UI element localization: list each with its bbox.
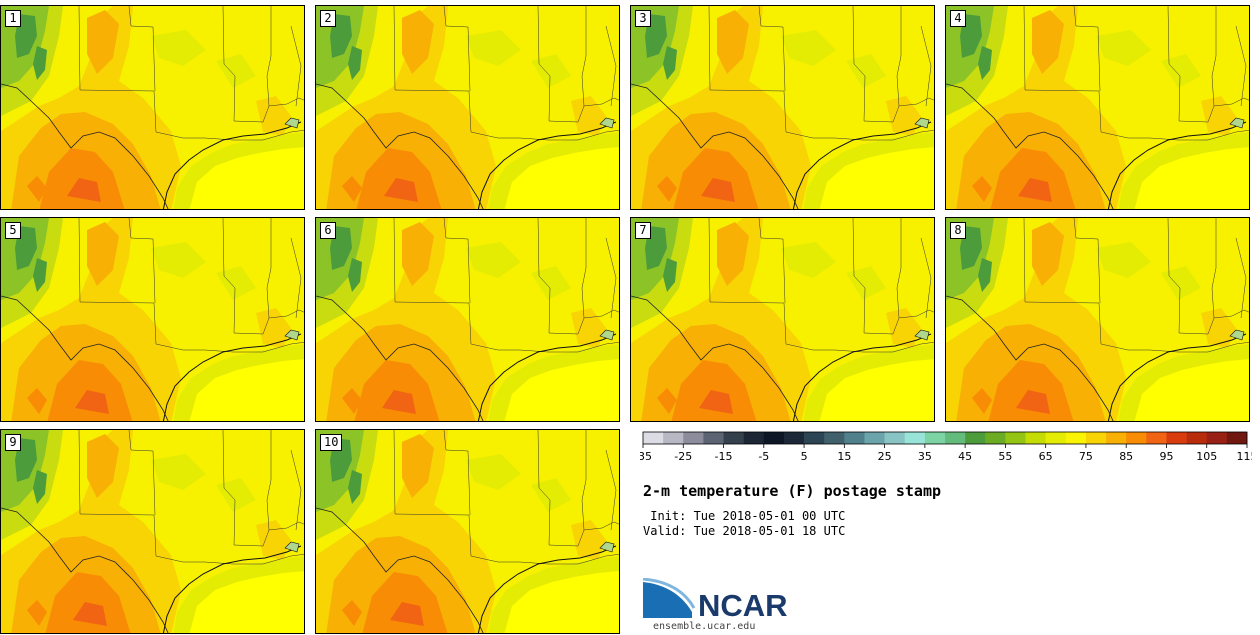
chart-title: 2-m temperature (F) postage stamp <box>643 482 942 500</box>
member-number-label: 8 <box>950 222 966 239</box>
colorbar-segment <box>1045 432 1067 444</box>
member-number-label: 4 <box>950 10 966 27</box>
colorbar-segment <box>824 432 845 444</box>
colorbar-tick-label: -5 <box>758 450 769 463</box>
colorbar-tick-label: 115 <box>1237 450 1253 463</box>
colorbar-segment <box>1106 432 1127 444</box>
colorbar-segment <box>1226 432 1248 444</box>
colorbar-tick-label: 15 <box>837 450 851 463</box>
postage-stamp-panel: 6 <box>315 217 620 422</box>
member-number-label: 2 <box>320 10 336 27</box>
colorbar-segment <box>783 432 805 444</box>
member-number-label: 1 <box>5 10 21 27</box>
colorbar-segment <box>1005 432 1026 444</box>
colorbar-segment <box>703 432 724 444</box>
colorbar-segment <box>1166 432 1187 444</box>
colorbar-segment <box>663 432 684 444</box>
postage-stamp-panel: 1 <box>0 5 305 210</box>
member-number-label: 10 <box>320 434 343 451</box>
colorbar-tick-label: 35 <box>918 450 932 463</box>
ncar-logo: NCAR <box>642 578 788 620</box>
colorbar-segment <box>904 432 926 444</box>
member-number-label: 5 <box>5 222 21 239</box>
postage-stamp-panel: 4 <box>945 5 1250 210</box>
colorbar-segment <box>1146 432 1167 444</box>
colorbar-tick-label: 95 <box>1159 450 1173 463</box>
postage-stamp-panel: 5 <box>0 217 305 422</box>
colorbar-segment <box>1085 432 1107 444</box>
colorbar-segment <box>884 432 906 444</box>
member-number-label: 3 <box>635 10 651 27</box>
colorbar-tick-label: 75 <box>1079 450 1093 463</box>
colorbar-tick-label: 65 <box>1039 450 1053 463</box>
colorbar-segment <box>683 432 704 444</box>
colorbar-segment <box>844 432 865 444</box>
colorbar-tick-label: 55 <box>998 450 1012 463</box>
member-number-label: 6 <box>320 222 336 239</box>
colorbar-segment <box>723 432 744 444</box>
colorbar-segment <box>924 432 946 444</box>
init-time: Init: Tue 2018-05-01 00 UTC <box>643 509 846 523</box>
colorbar-segment <box>743 432 765 444</box>
colorbar-tick-label: 85 <box>1119 450 1133 463</box>
colorbar-segment <box>1126 432 1147 444</box>
postage-stamp-panel: 2 <box>315 5 620 210</box>
temperature-colorbar: -35 -25 -15 -5 5 15 25 35 45 55 65 75 85 95 105 115 <box>640 431 1253 463</box>
colorbar-segment <box>1065 432 1087 444</box>
colorbar-segment <box>1206 432 1228 444</box>
colorbar-tick-label: -25 <box>674 450 692 463</box>
colorbar-segment <box>945 432 966 444</box>
valid-time: Valid: Tue 2018-05-01 18 UTC <box>643 524 846 538</box>
colorbar-segment <box>1025 432 1046 444</box>
postage-stamp-panel: 3 <box>630 5 935 210</box>
colorbar-segment <box>864 432 885 444</box>
colorbar-tick-label: 45 <box>958 450 972 463</box>
colorbar-tick-label: 105 <box>1196 450 1217 463</box>
ncar-logo-text: NCAR <box>698 588 788 620</box>
colorbar-tick-label: -35 <box>640 450 652 463</box>
colorbar-segment <box>1186 432 1208 444</box>
colorbar-segment <box>763 432 785 444</box>
postage-stamp-panel: 8 <box>945 217 1250 422</box>
postage-stamp-panel: 7 <box>630 217 935 422</box>
postage-stamp-panel: 10 <box>315 429 620 634</box>
colorbar-segment <box>804 432 825 444</box>
colorbar-tick-label: -15 <box>715 450 733 463</box>
postage-stamp-panel: 9 <box>0 429 305 634</box>
colorbar-segment <box>965 432 986 444</box>
colorbar-segment <box>643 432 664 444</box>
colorbar-tick-label: 5 <box>801 450 808 463</box>
colorbar-frame <box>642 431 1248 445</box>
logo-url: ensemble.ucar.edu <box>653 621 756 632</box>
member-number-label: 7 <box>635 222 651 239</box>
colorbar-segment <box>985 432 1006 444</box>
member-number-label: 9 <box>5 434 21 451</box>
colorbar-tick-label: 25 <box>878 450 892 463</box>
